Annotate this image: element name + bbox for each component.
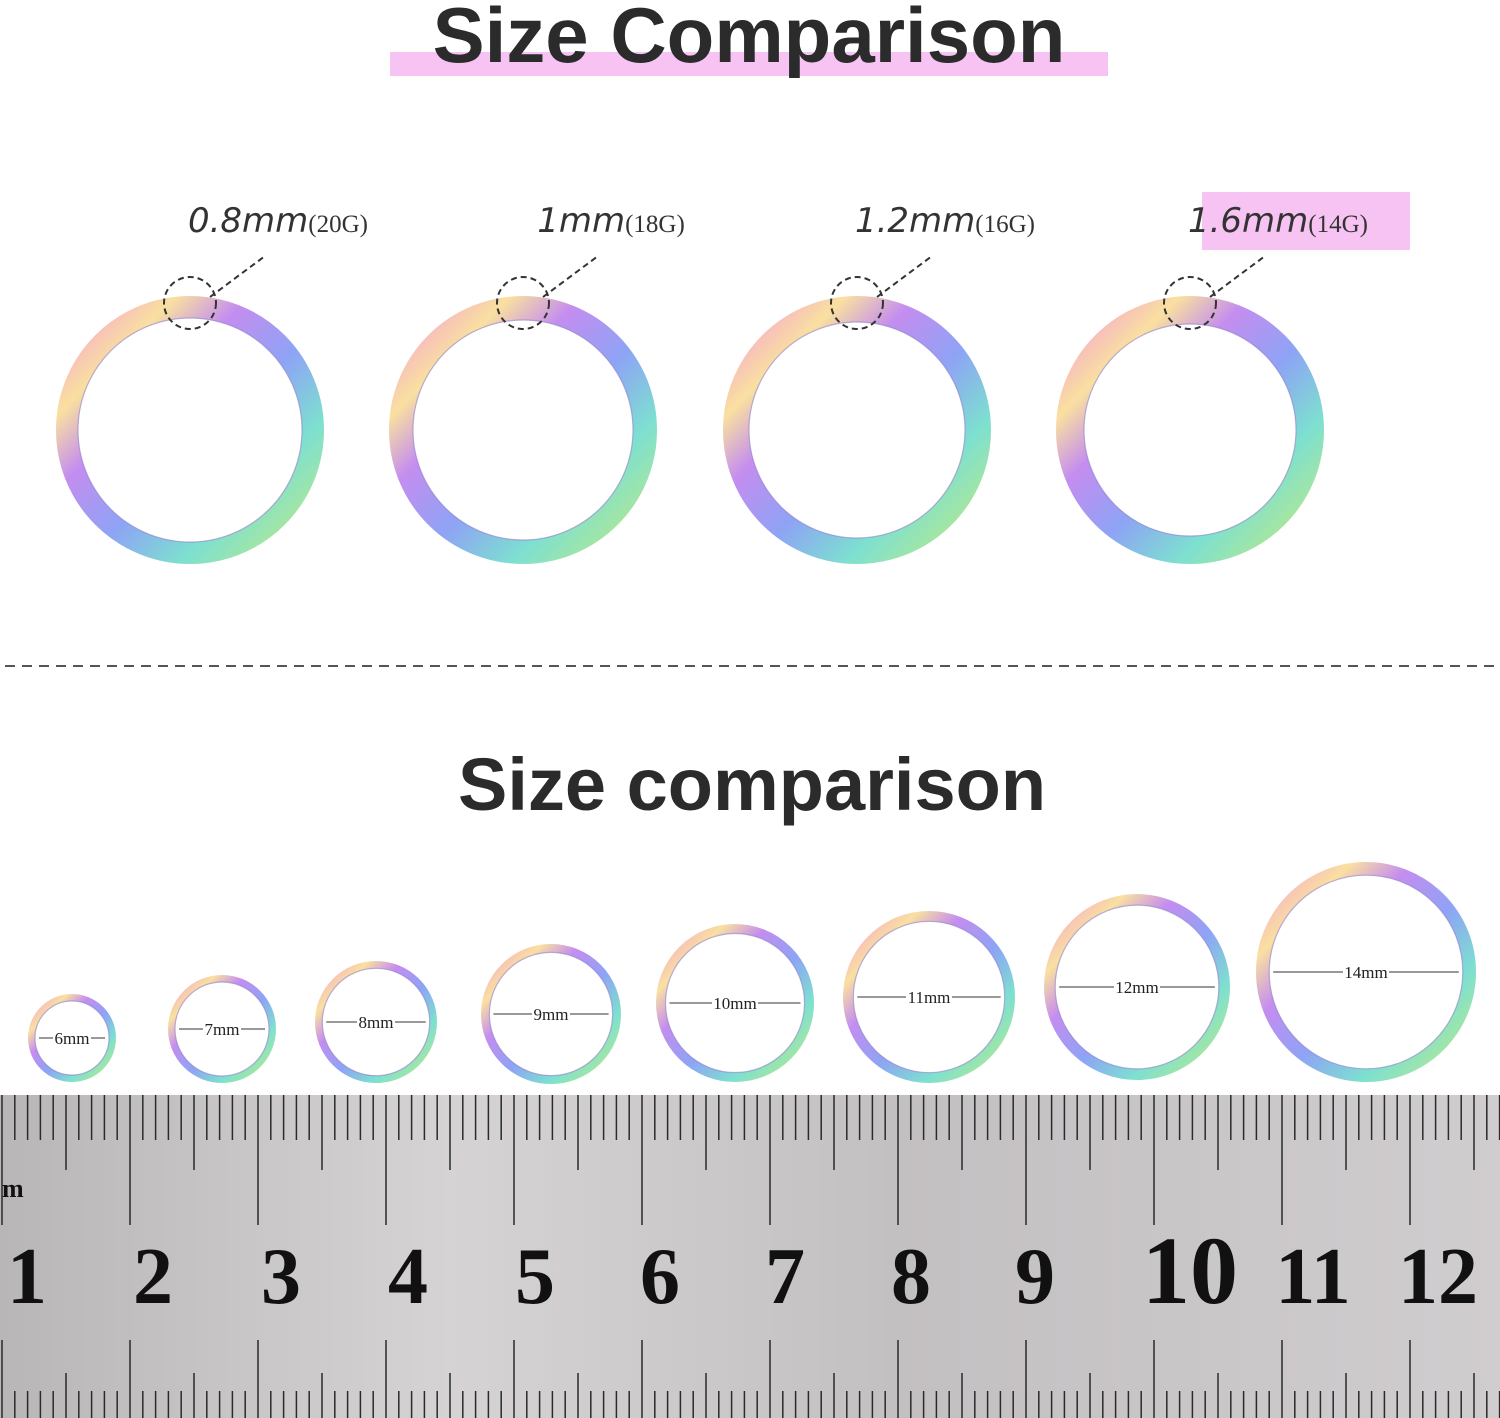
ruler-number: 10 (1142, 1217, 1238, 1324)
ruler-number: 11 (1275, 1233, 1351, 1321)
ring-size: 14mm (1344, 963, 1387, 982)
pointer (1209, 255, 1266, 298)
ring-size: 8mm (359, 1013, 394, 1032)
ring-size: 10mm (713, 994, 756, 1013)
ring (843, 911, 1016, 1084)
gauge: (18G) (625, 211, 685, 238)
ruler-number: 4 (388, 1233, 428, 1321)
label-highlight (1202, 192, 1410, 250)
detail-circle (1163, 276, 1217, 330)
ruler-number: 6 (640, 1233, 680, 1321)
ring-edge (488, 951, 614, 1077)
ring-size: 11mm (908, 988, 951, 1007)
ruler-number: 8 (891, 1233, 931, 1321)
ruler-number: 9 (1015, 1233, 1055, 1321)
label-bg (1343, 961, 1389, 983)
ring-size: 6mm (55, 1029, 90, 1048)
detail-circle (163, 276, 217, 330)
ring-edge (852, 920, 1006, 1074)
ring-edge (1268, 874, 1464, 1070)
title: Size Comparison (433, 0, 1066, 79)
ring (655, 923, 814, 1082)
ring (56, 296, 324, 564)
gauge-label: 1mm(18G) (537, 201, 685, 241)
section-title: Size comparison (458, 743, 1046, 826)
gauge: (20G) (308, 211, 368, 238)
ring (1043, 894, 1230, 1081)
label-bg (53, 1027, 91, 1049)
ring-edge (1054, 904, 1220, 1070)
ruler-number: 7 (765, 1233, 805, 1321)
detail-circle (830, 276, 884, 330)
label-bg (1114, 976, 1160, 998)
ring (28, 994, 116, 1082)
ruler-unit: m (2, 1174, 24, 1203)
ring (1255, 861, 1476, 1082)
ruler-number: 2 (133, 1233, 173, 1321)
detail-circle (496, 276, 550, 330)
ring (481, 944, 622, 1085)
ring (315, 960, 438, 1083)
label-bg (203, 1018, 241, 1040)
ring-edge (174, 981, 270, 1077)
pointer (876, 255, 933, 298)
label-bg (712, 992, 758, 1014)
thickness: 1mm (537, 201, 625, 241)
label-bg (532, 1003, 570, 1025)
ring-edge (1083, 323, 1297, 537)
ring-edge (321, 967, 431, 1077)
label-bg (357, 1011, 395, 1033)
ring (723, 296, 991, 564)
ruler-number: 1 (7, 1233, 47, 1321)
ring-size: 9mm (534, 1005, 569, 1024)
ruler-number: 3 (261, 1233, 301, 1321)
ring (168, 975, 276, 1083)
ruler-number: 12 (1398, 1233, 1478, 1321)
gauge: (16G) (975, 211, 1035, 238)
ring-edge (748, 321, 966, 539)
pointer (542, 255, 599, 298)
ring (1056, 296, 1324, 564)
gauge-label: 0.8mm(20G) (188, 201, 368, 241)
ring-size: 12mm (1115, 978, 1158, 997)
ring-edge (34, 1000, 110, 1076)
thickness: 1.2mm (855, 201, 975, 241)
ring-edge (412, 319, 634, 541)
ring-edge (77, 317, 303, 543)
label-bg (906, 986, 952, 1008)
pointer (209, 255, 266, 298)
ruler (0, 1095, 1500, 1418)
ring-edge (664, 932, 806, 1074)
ring-size: 7mm (205, 1020, 240, 1039)
gauge-label: 1.6mm(14G) (1188, 201, 1368, 241)
title-highlight (390, 52, 1108, 76)
thickness: 1.6mm (1188, 201, 1308, 241)
ring (389, 296, 657, 564)
ruler-number: 5 (515, 1233, 555, 1321)
thickness: 0.8mm (188, 201, 308, 241)
gauge: (14G) (1308, 211, 1368, 238)
gauge-label: 1.2mm(16G) (855, 201, 1035, 241)
